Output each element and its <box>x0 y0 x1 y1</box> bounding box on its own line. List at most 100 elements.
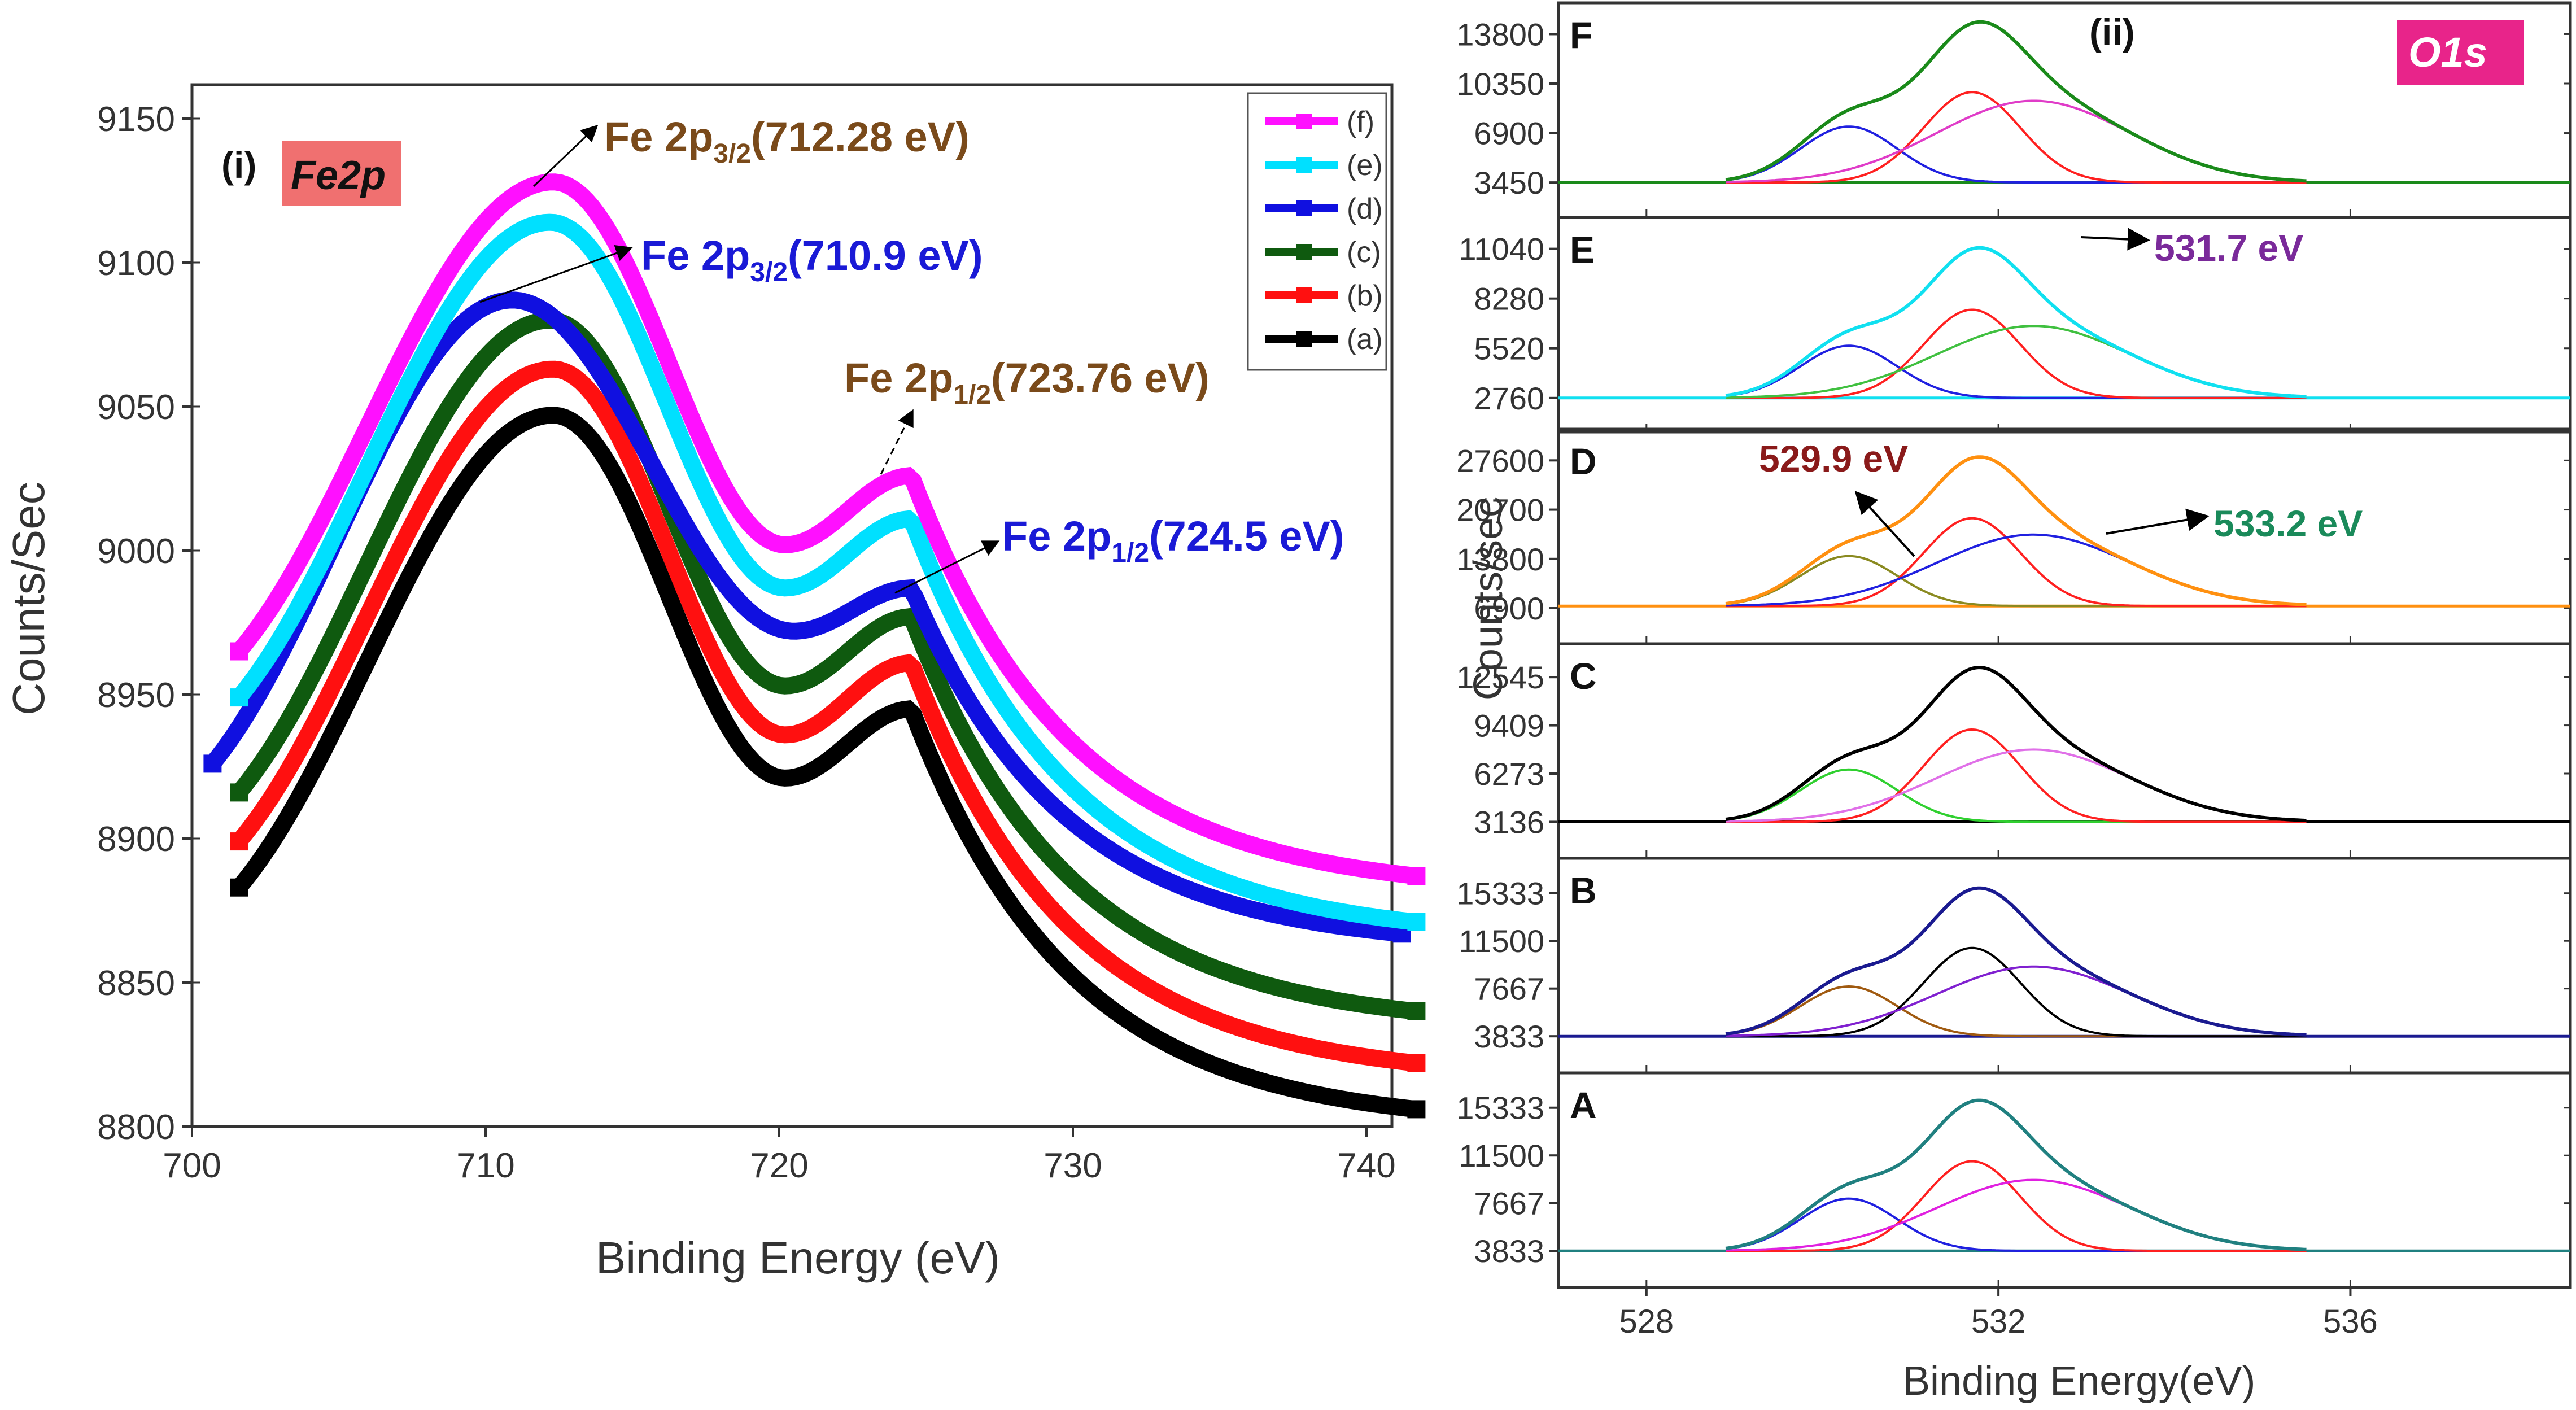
o1s-y-tick-label: 6900 <box>1474 116 1544 151</box>
o1s-subpanels: 13800 10350 6900 3450 F 11040 8280 5520 2760 E 276… <box>1456 1 2572 1289</box>
fe2p-y-axis-label: Counts/Sec <box>3 482 54 715</box>
fe2p-x-tick-label: 720 <box>750 1146 808 1185</box>
fe2p-x-axis-label: Binding Energy (eV) <box>596 1233 1000 1283</box>
o1s-component-2 <box>1726 308 2307 399</box>
o1s-y-tick-label: 3136 <box>1474 804 1544 840</box>
o1s-y-tick-label: 11500 <box>1459 923 1544 959</box>
fe2p-series-end-marker <box>1407 1002 1426 1020</box>
fe2p-y-tick-label: 8850 <box>97 964 175 1003</box>
o1s-y-tick-label: 8280 <box>1474 281 1544 317</box>
fe2p-y-tick-label: 8900 <box>97 820 175 859</box>
fe2p-x-tick-label: 740 <box>1337 1146 1395 1185</box>
o1s-subpanel-C: 12545 9409 6273 3136 C <box>1456 642 2572 860</box>
fe2p-x-tick-label: 700 <box>163 1146 221 1185</box>
o1s-y-tick-label: 11040 <box>1459 232 1544 267</box>
fe2p-y-tick-label: 8800 <box>97 1108 175 1147</box>
arrow-fe2p32-f <box>532 124 599 187</box>
o1s-subpanel-label: B <box>1570 870 1597 911</box>
fe2p-y-tick-label: 9100 <box>97 244 175 283</box>
o1s-envelope <box>1725 455 2307 606</box>
o1s-y-tick-label: 15333 <box>1456 1090 1544 1126</box>
o1s-x-tick-label: 536 <box>2323 1303 2378 1340</box>
annotation-fe2p32-d: Fe 2p3/2(710.9 eV) <box>641 232 983 287</box>
o1s-y-tick-label: 20700 <box>1456 492 1544 528</box>
o1s-y-tick-label: 6900 <box>1474 591 1544 626</box>
o1s-component-2 <box>1726 91 2307 184</box>
o1s-subpanel-frame <box>1557 857 2572 1075</box>
fe2p-series-f <box>230 173 1425 885</box>
o1s-subpanel-label: C <box>1570 655 1597 697</box>
o1s-envelope <box>1725 1098 2307 1251</box>
o1s-panel-label: (ii) <box>2089 11 2135 53</box>
fe2p-y-tick-label: 9050 <box>97 388 175 427</box>
legend-label: (f) <box>1347 106 1374 138</box>
o1s-x-tick-label: 528 <box>1619 1303 1674 1340</box>
o1s-subpanel-label: E <box>1570 229 1595 270</box>
o1s-subpanel-frame <box>1557 1071 2572 1289</box>
o1s-subpanel-frame <box>1557 427 2572 645</box>
fe2p-panel-label: (i) <box>221 144 256 186</box>
o1s-y-tick-label: 27600 <box>1456 443 1544 478</box>
fe2p-series-end-marker <box>230 878 248 897</box>
fe2p-series-end-marker <box>230 688 248 707</box>
o1s-subpanel-A: 15333 11500 7667 3833 A <box>1456 1071 2572 1289</box>
arrow-fe2p12-f <box>880 409 914 475</box>
o1s-y-tick-label: 11500 <box>1459 1138 1544 1173</box>
fe2p-y-tick-label: 8950 <box>97 676 175 715</box>
fe2p-legend: (f) (e) (d) (c) (b) (a) <box>1247 92 1387 371</box>
o1s-badge-box <box>2397 20 2524 85</box>
legend-label: (b) <box>1347 280 1383 312</box>
annotation-fe2p12-d: Fe 2p1/2(724.5 eV) <box>1002 513 1344 568</box>
fe2p-series-end-marker <box>1407 1054 1426 1072</box>
o1s-y-tick-label: 7667 <box>1474 971 1544 1007</box>
o1s-subpanel-frame <box>1557 642 2572 860</box>
o1s-subpanel-D: 27600 20700 13800 6900 D <box>1456 427 2572 645</box>
fe2p-y-tick-label: 9150 <box>97 100 175 139</box>
fe2p-plot-frame <box>190 83 1394 1128</box>
o1s-annotation-arrows <box>1854 228 2210 557</box>
o1s-y-tick-label: 3450 <box>1474 165 1544 200</box>
o1s-subpanel-B: 15333 11500 7667 3833 B <box>1456 857 2572 1075</box>
o1s-envelope <box>1725 886 2307 1037</box>
fe2p-x-tick-label: 710 <box>456 1146 514 1185</box>
o1s-y-axis-label: Counts/sec <box>1466 497 1511 700</box>
arrow-o1s-5299 <box>1854 491 1915 557</box>
o1s-y-tick-label: 6273 <box>1474 756 1544 792</box>
o1s-envelope <box>1725 666 2307 822</box>
o1s-envelope <box>1725 246 2307 399</box>
o1s-y-tick-label: 13800 <box>1456 16 1544 52</box>
legend-label: (d) <box>1347 193 1383 225</box>
o1s-y-tick-label: 3833 <box>1474 1019 1544 1054</box>
legend-marker <box>1296 114 1312 129</box>
fe2p-series-end-marker <box>1407 867 1426 885</box>
annotation-fe2p12-f: Fe 2p1/2(723.76 eV) <box>844 355 1210 410</box>
o1s-component-2 <box>1726 1160 2307 1252</box>
o1s-y-tick-label: 12545 <box>1456 660 1544 695</box>
fe2p-series-end-marker <box>1407 913 1426 931</box>
legend-label: (a) <box>1347 323 1383 356</box>
legend-marker <box>1296 157 1312 173</box>
o1s-x-tick-label: 532 <box>1971 1303 2026 1340</box>
legend-marker <box>1296 244 1312 260</box>
o1s-x-ticks: 528 532 536 <box>1619 1287 2378 1340</box>
o1s-x-axis-label: Binding Energy(eV) <box>1903 1359 2255 1404</box>
fe2p-series-a <box>230 407 1425 1118</box>
fe2p-series-end-marker <box>230 783 248 802</box>
o1s-y-tick-label: 2760 <box>1474 381 1544 416</box>
fe2p-series-e <box>230 213 1425 931</box>
fe2p-y-ticks: 8800 8850 8900 8950 9000 9050 9100 9150 <box>97 100 200 1147</box>
fe2p-series-end-marker <box>230 642 248 661</box>
fe2p-y-tick-label: 9000 <box>97 532 175 571</box>
o1s-subpanel-F: 13800 10350 6900 3450 F <box>1456 1 2572 219</box>
fe2p-x-tick-label: 730 <box>1044 1146 1102 1185</box>
fe2p-x-ticks: 700 710 720 730 740 <box>163 1127 1396 1185</box>
o1s-y-tick-label: 10350 <box>1456 66 1544 102</box>
legend-label: (e) <box>1347 149 1383 182</box>
legend-marker <box>1296 287 1312 303</box>
fe2p-badge: Fe2p <box>291 153 386 198</box>
fe2p-legend-box <box>1247 92 1387 371</box>
o1s-y-tick-label: 9409 <box>1474 708 1544 744</box>
o1s-subpanel-E: 11040 8280 5520 2760 E <box>1459 216 2572 434</box>
o1s-y-tick-label: 5520 <box>1474 331 1544 366</box>
